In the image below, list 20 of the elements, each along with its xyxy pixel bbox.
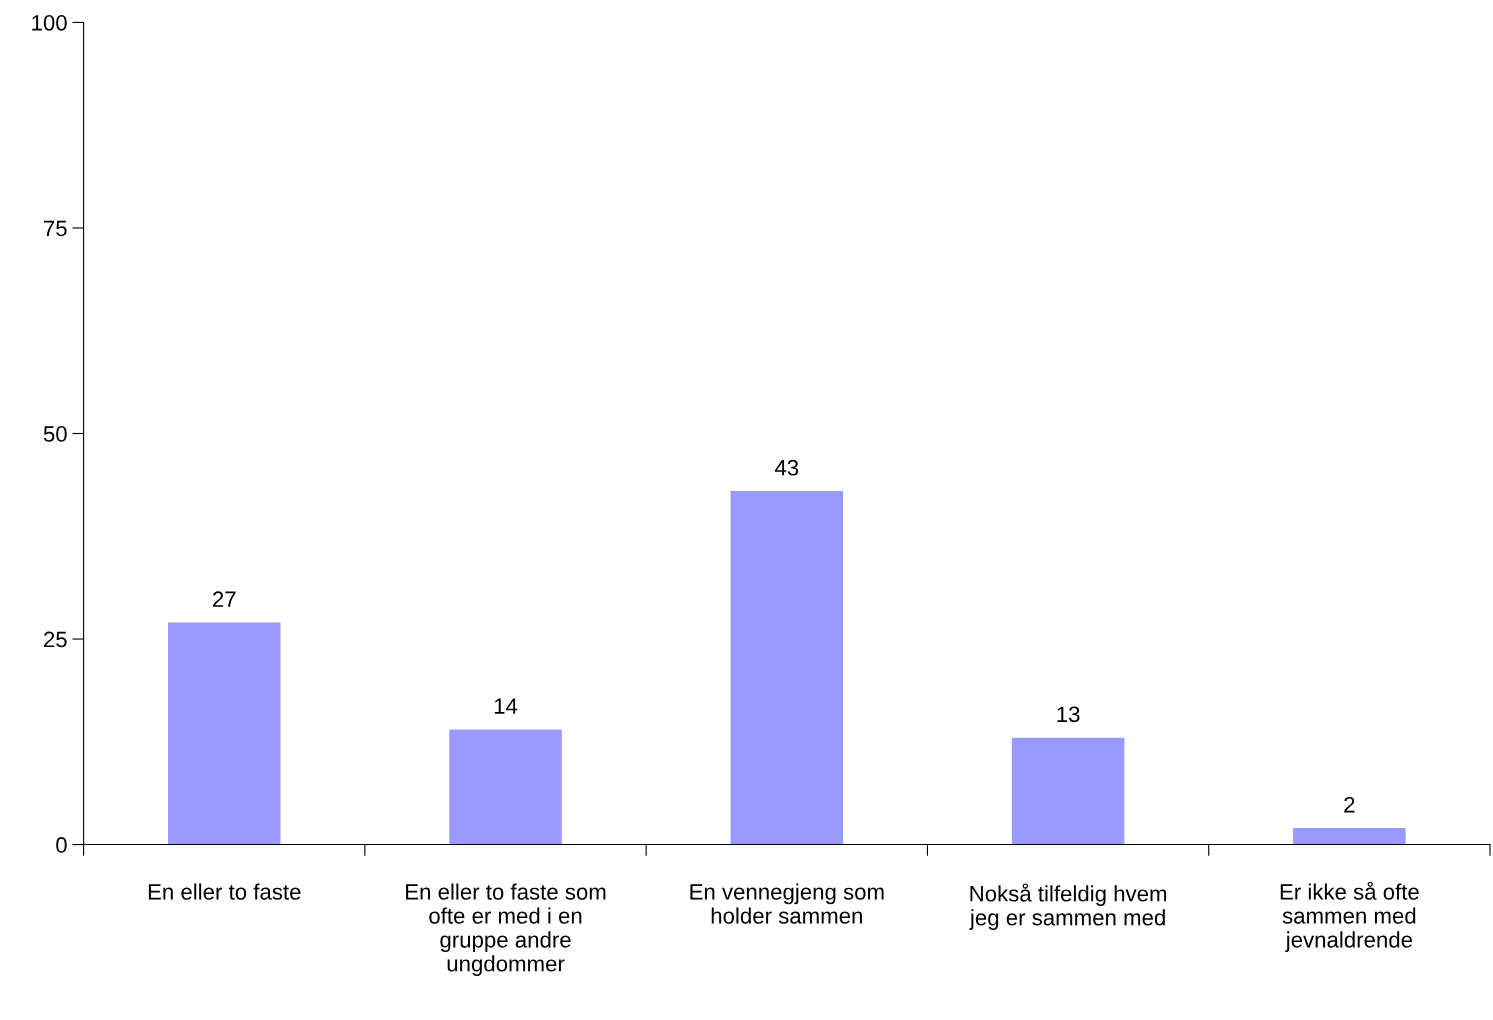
y-tick-label: 0 <box>56 837 67 853</box>
data-label: 2 <box>1344 796 1355 813</box>
data-label: 13 <box>1057 706 1080 723</box>
bar <box>1293 828 1406 845</box>
y-tick-label: 50 <box>43 426 67 442</box>
data-label: 43 <box>774 459 799 476</box>
x-tick-label: En eller to faste som ofte er med i en gruppe andre ungdommer <box>406 883 606 976</box>
bar <box>167 622 281 845</box>
y-tick-label: 25 <box>44 631 67 648</box>
x-tick-label: En eller to faste <box>148 883 301 900</box>
x-tick-label: En vennegjeng som holder sammen <box>690 883 884 924</box>
bar <box>730 491 844 845</box>
y-tick-label: 75 <box>44 220 67 237</box>
x-tick-label: Er ikke så ofte sammen med jevnaldrende <box>1280 881 1419 953</box>
data-label: 27 <box>213 591 236 607</box>
data-label: 14 <box>494 698 518 714</box>
bar <box>1011 737 1125 845</box>
y-tick-label: 100 <box>32 14 67 31</box>
x-tick-label: Nokså tilfeldig hvem jeg er sammen med <box>969 883 1167 930</box>
bar <box>449 729 562 845</box>
